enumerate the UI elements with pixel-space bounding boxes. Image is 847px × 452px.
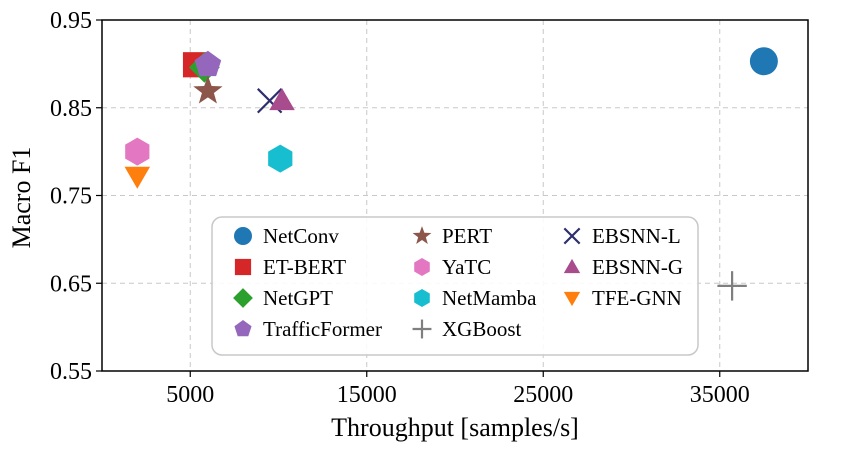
point-netconv (749, 47, 778, 76)
data-points (124, 47, 778, 301)
legend-marker-tfe-gnn (563, 291, 581, 307)
legend-marker-ebsnn-g (563, 258, 581, 274)
legend-item-netconv: NetConv (234, 224, 339, 248)
legend-item-ebsnn-l: EBSNN-L (563, 224, 681, 248)
legend-label-netmamba: NetMamba (442, 286, 537, 310)
x-tick-label: 35000 (690, 382, 750, 408)
legend-label-pert: PERT (442, 224, 492, 248)
legend-marker-netconv (234, 227, 252, 245)
legend: NetConv ET-BERT NetGPT TrafficFormer PERT YaT… (211, 216, 699, 356)
x-tick-label: 15000 (337, 382, 397, 408)
legend-item-trafficformer: TrafficFormer (234, 317, 382, 341)
legend-marker-trafficformer (234, 320, 252, 337)
x-tick-label: 5000 (166, 382, 214, 408)
legend-marker-ebsnn-l-stroke (563, 227, 581, 245)
legend-item-xgboost: XGBoost (412, 317, 522, 341)
axis-ticks: 5000 15000 25000 35000 0.55 0.65 0.75 0.85 0.95 (50, 8, 750, 408)
legend-label-netgpt: NetGPT (263, 286, 333, 310)
legend-marker-et-bert (234, 258, 252, 276)
legend-item-et-bert: ET-BERT (234, 255, 346, 279)
legend-label-xgboost: XGBoost (442, 317, 522, 341)
legend-box (211, 216, 699, 356)
legend-item-tfe-gnn: TFE-GNN (563, 286, 682, 310)
legend-label-et-bert: ET-BERT (263, 255, 346, 279)
point-ebsnn-l-stroke (256, 88, 283, 114)
legend-item-pert: PERT (412, 224, 492, 248)
legend-item-yatc: YaTC (414, 255, 491, 279)
point-trafficformer (194, 50, 222, 77)
y-axis-label: Macro F1 (7, 147, 36, 249)
y-tick-label: 0.95 (50, 8, 92, 34)
point-yatc (125, 137, 150, 166)
legend-label-tfe-gnn: TFE-GNN (592, 286, 682, 310)
point-netmamba (268, 144, 293, 173)
y-tick-label: 0.85 (50, 96, 92, 122)
legend-item-netgpt: NetGPT (233, 286, 333, 310)
legend-label-ebsnn-g: EBSNN-G (592, 255, 683, 279)
x-tick-label: 25000 (513, 382, 573, 408)
point-tfe-gnn (124, 166, 151, 189)
legend-marker-yatc (414, 258, 430, 276)
legend-label-netconv: NetConv (263, 224, 339, 248)
legend-label-ebsnn-l: EBSNN-L (592, 224, 681, 248)
y-tick-label: 0.65 (50, 271, 92, 297)
legend-item-ebsnn-g: EBSNN-G (563, 255, 683, 279)
legend-marker-netgpt (233, 288, 253, 308)
x-axis-label: Throughput [samples/s] (331, 413, 579, 442)
point-pert (193, 75, 223, 104)
point-ebsnn-g (269, 88, 295, 111)
y-tick-label: 0.55 (50, 359, 92, 385)
legend-marker-netmamba (414, 289, 430, 307)
y-tick-label: 0.75 (50, 184, 92, 210)
legend-item-netmamba: NetMamba (414, 286, 537, 310)
legend-marker-xgboost (412, 319, 432, 339)
legend-marker-ebsnn-l (563, 227, 581, 245)
legend-label-trafficformer: TrafficFormer (263, 317, 382, 341)
point-xgboost (717, 271, 747, 301)
legend-marker-pert (412, 226, 432, 245)
legend-label-yatc: YaTC (442, 255, 491, 279)
